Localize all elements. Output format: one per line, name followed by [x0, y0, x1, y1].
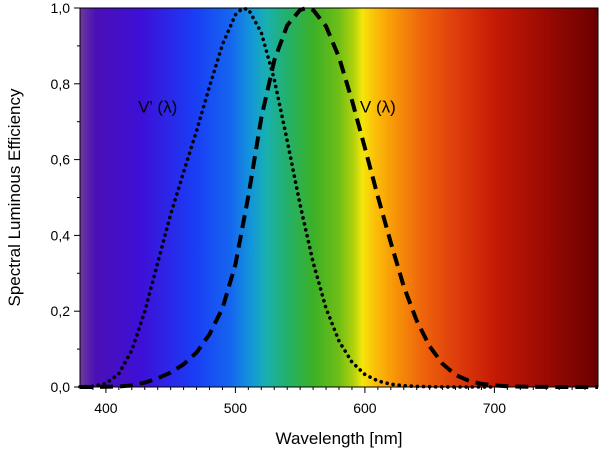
y-axis-title: Spectral Luminous Efficiency: [5, 88, 24, 306]
x-tick-label: 500: [224, 400, 248, 416]
y-tick-label: 0,4: [51, 227, 71, 243]
series-1-line: [80, 6, 598, 389]
y-tick-label: 0,8: [51, 76, 71, 92]
series-label-v-prime: V' (λ): [138, 98, 177, 117]
series-label-v: V (λ): [360, 98, 396, 117]
x-axis-title: Wavelength [nm]: [276, 429, 403, 448]
y-tick-label: 0,6: [51, 152, 71, 168]
x-tick-label: 400: [94, 400, 118, 416]
x-axis: 400 500 600 700: [92, 387, 586, 416]
y-tick-label: 1,0: [51, 0, 71, 16]
y-axis: 0,0 0,2 0,4 0,6 0,8 1,0: [51, 0, 80, 395]
x-tick-label: 700: [483, 400, 507, 416]
spectrum-background: [80, 8, 598, 387]
y-tick-label: 0,0: [51, 379, 71, 395]
y-tick-label: 0,2: [51, 303, 71, 319]
x-tick-label: 600: [353, 400, 377, 416]
